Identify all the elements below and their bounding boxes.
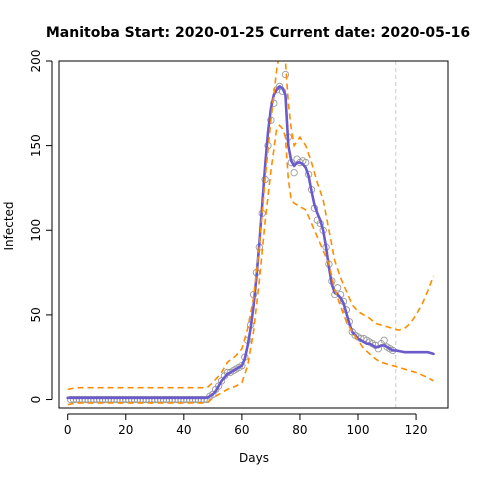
x-tick-label-120: 120	[405, 423, 428, 437]
x-tick-label-20: 20	[118, 423, 133, 437]
x-tick-label-100: 100	[347, 423, 370, 437]
y-tick-label-0: 0	[29, 396, 43, 404]
y-tick-label-50: 50	[29, 307, 43, 322]
lower-bound-line	[68, 125, 434, 404]
x-tick-label-80: 80	[292, 423, 307, 437]
x-axis-label: Days	[239, 451, 269, 465]
y-tick-label-100: 100	[29, 219, 43, 242]
x-tick-label-0: 0	[64, 423, 72, 437]
plot-inner	[67, 44, 433, 408]
observed-points	[67, 71, 396, 402]
y-tick-label-200: 200	[29, 50, 43, 73]
upper-bound-line	[68, 44, 434, 389]
y-tick-label-150: 150	[29, 134, 43, 157]
x-tick-label-40: 40	[176, 423, 191, 437]
plot-frame	[59, 61, 448, 408]
observed-point-74	[282, 71, 288, 77]
observed-point-77	[291, 170, 297, 176]
y-axis-label: Infected	[2, 201, 16, 250]
x-tick-label-60: 60	[234, 423, 249, 437]
plot-area: 0 20 40 60 80 100 120 0 50 100 150 200	[29, 44, 448, 437]
chart-title: Manitoba Start: 2020-01-25 Current date:…	[46, 25, 470, 41]
